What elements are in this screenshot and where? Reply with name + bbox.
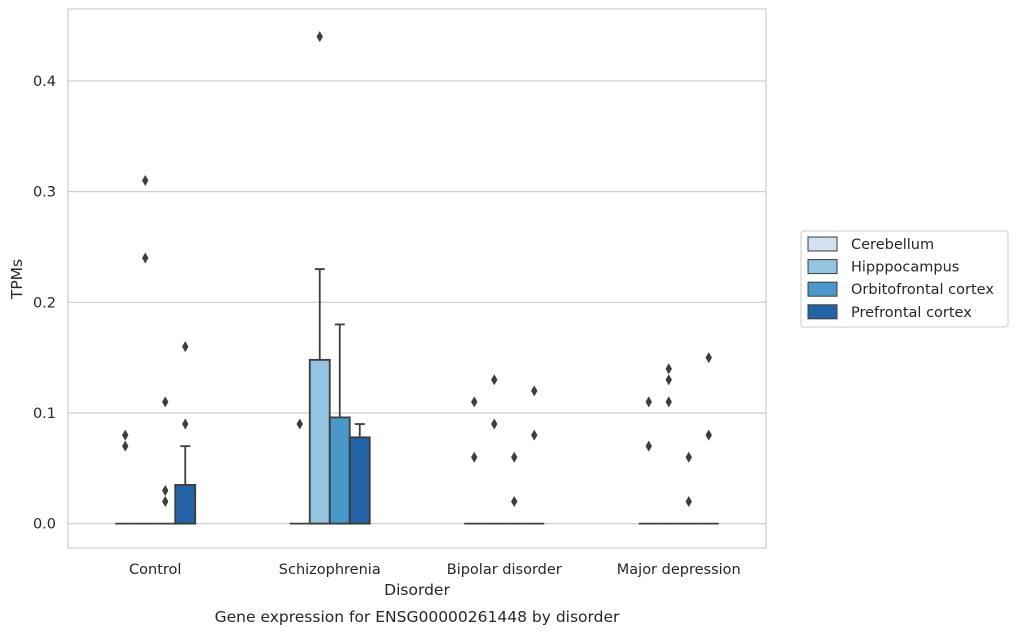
legend-label: Cerebellum [851,237,934,253]
box-1-2 [484,374,505,525]
y-tick-label: 0.4 [33,74,56,90]
outlier-point [162,396,169,408]
legend-label: Prefrontal cortex [851,305,972,321]
legend-label: Orbitofrontal cortex [851,282,994,298]
outlier-point [705,429,712,441]
legend-swatch [807,281,838,297]
outlier-point [685,496,692,508]
box-2-0 [155,396,176,525]
outlier-point [316,31,323,43]
x-tick-label: Bipolar disorder [447,562,562,578]
y-tick-label: 0.1 [33,406,56,422]
box-1-0 [135,175,156,525]
outlier-point [511,496,518,508]
outlier-point [142,252,149,264]
outlier-point [645,396,652,408]
box-0-0 [115,429,136,525]
box-3-0 [174,341,197,525]
plot-frame [67,8,767,549]
outlier-point [665,363,672,375]
outlier-point [142,175,149,187]
x-tick-label: Major depression [617,562,741,578]
y-tick-label: 0.3 [33,185,56,201]
box-rect [348,436,371,525]
figure-caption: Gene expression for ENSG00000261448 by d… [215,608,620,626]
outlier-point [705,352,712,364]
outlier-point [162,496,169,508]
outlier-point [531,429,538,441]
outlier-point [491,374,498,386]
outlier-point [182,418,189,430]
box-0-1 [289,418,310,525]
outlier-point [296,418,303,430]
legend-label: Hipppocampus [851,260,959,276]
outlier-point [511,451,518,463]
legend-swatch [807,304,838,320]
outlier-point [122,429,129,441]
box-3-3 [698,352,719,525]
outlier-point [685,451,692,463]
legend-frame [800,230,1009,328]
y-axis-ticks: 0.0 0.1 0.2 0.3 0.4 [33,74,56,533]
outlier-point [531,385,538,397]
box-rect [308,358,331,525]
box-0-2 [464,396,485,525]
outlier-point [471,451,478,463]
outlier-point [162,484,169,496]
x-axis-ticks: Control Schizophrenia Bipolar disorder Majo… [129,562,741,578]
x-tick-label: Control [129,562,181,578]
legend-swatch [807,236,838,252]
outlier-point [471,396,478,408]
plot-area [115,31,719,525]
box-2-3 [678,451,699,525]
legend: Cerebellum Hipppocampus Orbitofrontal cort… [800,230,1009,328]
box-2-1 [328,323,351,525]
box-3-1 [348,423,371,525]
grid-lines [68,80,766,525]
box-1-3 [658,363,679,525]
outlier-point [645,440,652,452]
outlier-point [182,341,189,353]
box-rect [174,484,197,525]
outlier-point [665,396,672,408]
box-0-3 [638,396,659,525]
box-1-1 [308,31,331,525]
outlier-point [122,440,129,452]
box-2-2 [504,451,525,525]
x-axis-title: Disorder [384,581,450,599]
outlier-point [665,374,672,386]
y-axis-title: TPMs [8,259,26,300]
legend-swatch [807,259,838,275]
outlier-point [491,418,498,430]
x-tick-label: Schizophrenia [279,562,381,578]
y-tick-label: 0.2 [33,295,56,311]
y-tick-label: 0.0 [33,517,56,533]
box-3-2 [524,385,545,525]
box-rect [328,416,351,525]
